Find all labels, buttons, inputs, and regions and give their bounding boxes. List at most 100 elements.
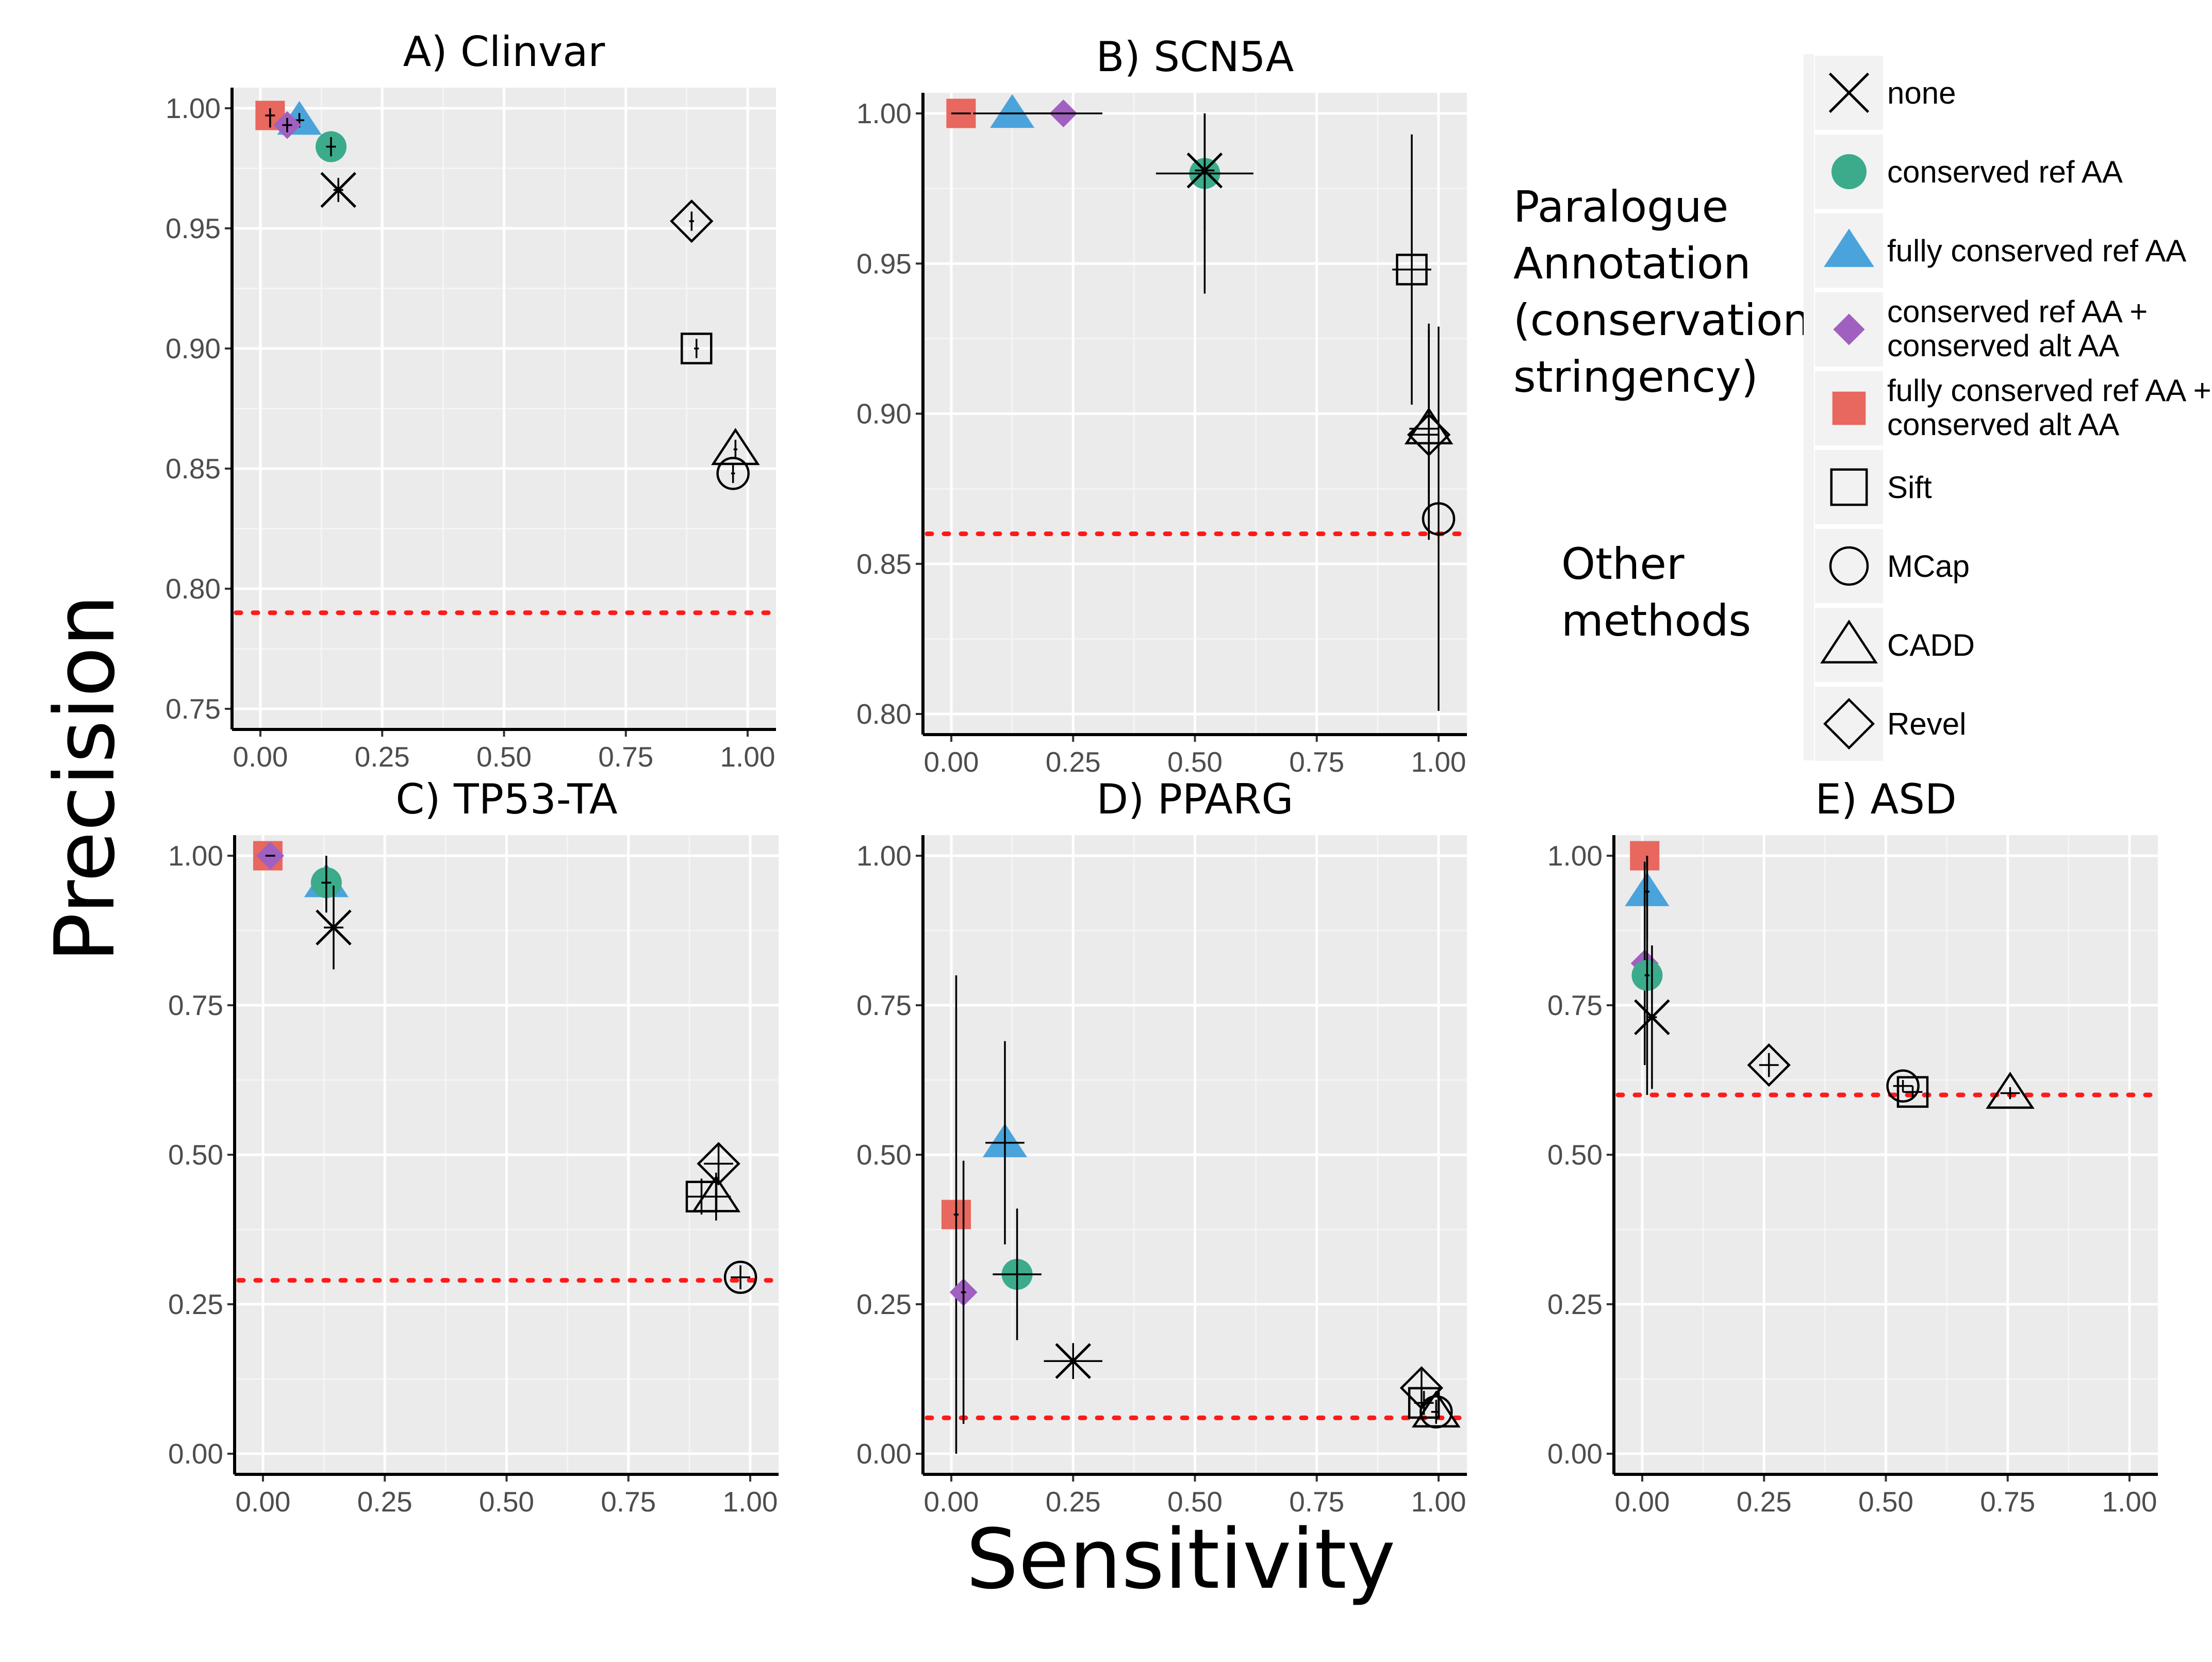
marker-open-square-icon (1896, 1076, 1929, 1108)
panel-title: B) SCN5A (1096, 33, 1294, 81)
point-none (1044, 1343, 1102, 1379)
panel-title: C) TP53-TA (395, 775, 618, 823)
y-tick-label: 0.95 (856, 247, 912, 279)
point-sift (1392, 134, 1431, 405)
y-tick-label: 0.90 (166, 333, 221, 364)
point-mcap (723, 1260, 757, 1294)
x-tick-label: 0.75 (601, 1486, 656, 1518)
x-tick-label: 0.50 (476, 741, 532, 773)
legend-entry-conserved-ref-aa-conserved-alt-aa: conserved ref AA +conserved alt AA (1815, 292, 2148, 367)
legend-entry-conserved-ref-aa: conserved ref AA (1815, 135, 2123, 209)
marker-open-circle-icon (716, 457, 750, 490)
y-tick-label: 0.50 (168, 1139, 223, 1171)
x-tick-label: 0.00 (923, 746, 979, 778)
y-tick-label: 0.75 (166, 693, 221, 725)
y-tick-label: 0.85 (856, 548, 912, 580)
x-tick-label: 1.00 (2102, 1486, 2157, 1518)
legend-entry-revel: Revel (1815, 687, 1966, 761)
marker-open-diamond-icon (697, 1142, 740, 1186)
legend-entry-cadd: CADD (1815, 608, 1975, 682)
x-tick-label: 0.75 (1980, 1486, 2035, 1518)
y-tick-label: 0.25 (856, 1288, 912, 1320)
legend-group-paralogue-line: Paralogue (1513, 181, 1728, 232)
legend-entry-fully-conserved-ref-aa-conserved-alt-aa: fully conserved ref AA +conserved alt AA (1815, 371, 2211, 445)
marker-open-diamond-icon (1747, 1043, 1791, 1087)
point-sift (685, 1178, 718, 1215)
marker-open-triangle-icon (711, 428, 760, 466)
point-conserved-ref-aa-conserved-alt-aa (273, 111, 301, 139)
marker-open-diamond-icon (670, 199, 714, 243)
legend: none conserved ref AA fully conserved ref … (1804, 54, 2211, 761)
y-tick-label: 1.00 (856, 97, 912, 129)
legend-label: fully conserved ref AA (1887, 234, 2186, 268)
legend-label: none (1887, 76, 1956, 110)
y-tick-label: 0.95 (166, 212, 221, 244)
x-cross-icon (1828, 72, 1870, 113)
point-sift (1896, 1076, 1929, 1108)
x-tick-label: 0.25 (1046, 1486, 1101, 1518)
x-tick-label: 0.00 (233, 741, 288, 773)
legend-group-paralogue-line: Annotation (1513, 238, 1751, 289)
panel-e-asd: 0.00 0.25 0.50 0.75 1.00 0.00 0.25 0.50 0.75 1.00… (1547, 775, 2158, 1518)
point-fully-conserved-ref-aa-conserved-alt-aa (941, 975, 971, 1454)
panel-a-clinvar: 0.00 0.25 0.50 0.75 1.00 0.75 0.80 0.85 0.90 0.95… (166, 28, 776, 773)
legend-group-paralogue-line: (conservation (1513, 295, 1810, 345)
y-tick-label: 0.75 (168, 989, 223, 1021)
point-none (1186, 113, 1223, 231)
legend-group-other: Other methods (1561, 539, 1751, 646)
point-mcap (1886, 1069, 1920, 1103)
panel-c-tp53-ta: 0.00 0.25 0.50 0.75 1.00 0.00 0.25 0.50 0.75 1.00… (168, 775, 779, 1518)
point-revel (1407, 329, 1451, 540)
y-tick-label: 0.75 (856, 989, 912, 1021)
y-tick-label: 1.00 (1547, 840, 1603, 872)
point-conserved-ref-aa-conserved-alt-aa (256, 842, 285, 870)
legend-label: Revel (1887, 707, 1966, 741)
y-tick-label: 0.75 (1547, 989, 1603, 1021)
marker-open-circle-icon (1419, 1395, 1453, 1429)
marker-open-square-icon (1408, 1387, 1440, 1419)
legend-label: conserved alt AA (1887, 407, 2119, 442)
point-revel (1747, 1043, 1791, 1087)
x-tick-label: 1.00 (1411, 746, 1466, 778)
marker-open-triangle-icon (1986, 1071, 2035, 1109)
legend-entry-mcap: MCap (1815, 529, 1970, 603)
point-none (316, 886, 352, 970)
legend-group-paralogue: Paralogue Annotation (conservation strin… (1513, 181, 1810, 402)
x-tick-label: 0.50 (1167, 1486, 1223, 1518)
legend-label: CADD (1887, 628, 1975, 662)
legend-entry-fully-conserved-ref-aa: fully conserved ref AA (1815, 213, 2186, 288)
y-tick-label: 0.25 (1547, 1288, 1603, 1320)
point-revel (670, 199, 714, 243)
point-fully-conserved-ref-aa (982, 1041, 1028, 1244)
legend-label: MCap (1887, 549, 1970, 584)
x-tick-label: 0.50 (1167, 746, 1223, 778)
marker-open-circle-icon (1886, 1069, 1920, 1103)
legend-key-background (1815, 608, 1883, 682)
point-conserved-ref-aa (1631, 856, 1663, 1095)
y-tick-label: 0.00 (1547, 1438, 1603, 1470)
point-conserved-ref-aa (316, 131, 347, 162)
point-mcap (1422, 326, 1456, 711)
y-tick-label: 1.00 (166, 92, 221, 124)
y-tick-label: 0.80 (856, 698, 912, 730)
marker-open-square-icon (681, 333, 713, 364)
point-conserved-ref-aa-conserved-alt-aa (949, 1160, 978, 1424)
marker-open-circle-icon (723, 1260, 757, 1294)
legend-key-background (1815, 450, 1883, 524)
x-tick-label: 0.00 (923, 1486, 979, 1518)
point-conserved-ref-aa-conserved-alt-aa (1024, 99, 1102, 127)
panel-d-pparg: 0.00 0.25 0.50 0.75 1.00 0.00 0.25 0.50 0.75 1.00… (856, 775, 1467, 1518)
y-tick-label: 0.25 (168, 1288, 223, 1320)
legend-label: fully conserved ref AA + (1887, 373, 2211, 408)
y-tick-label: 0.50 (856, 1139, 912, 1171)
y-tick-label: 1.00 (168, 840, 223, 872)
point-none (320, 172, 356, 208)
x-tick-label: 0.75 (1289, 1486, 1344, 1518)
panel-title: A) Clinvar (403, 28, 605, 76)
x-tick-label: 0.00 (1614, 1486, 1670, 1518)
x-tick-label: 0.25 (1737, 1486, 1792, 1518)
x-tick-label: 0.50 (479, 1486, 534, 1518)
y-tick-label: 1.00 (856, 840, 912, 872)
y-tick-label: 0.50 (1547, 1139, 1603, 1171)
filled-diamond-icon (1833, 313, 1865, 345)
